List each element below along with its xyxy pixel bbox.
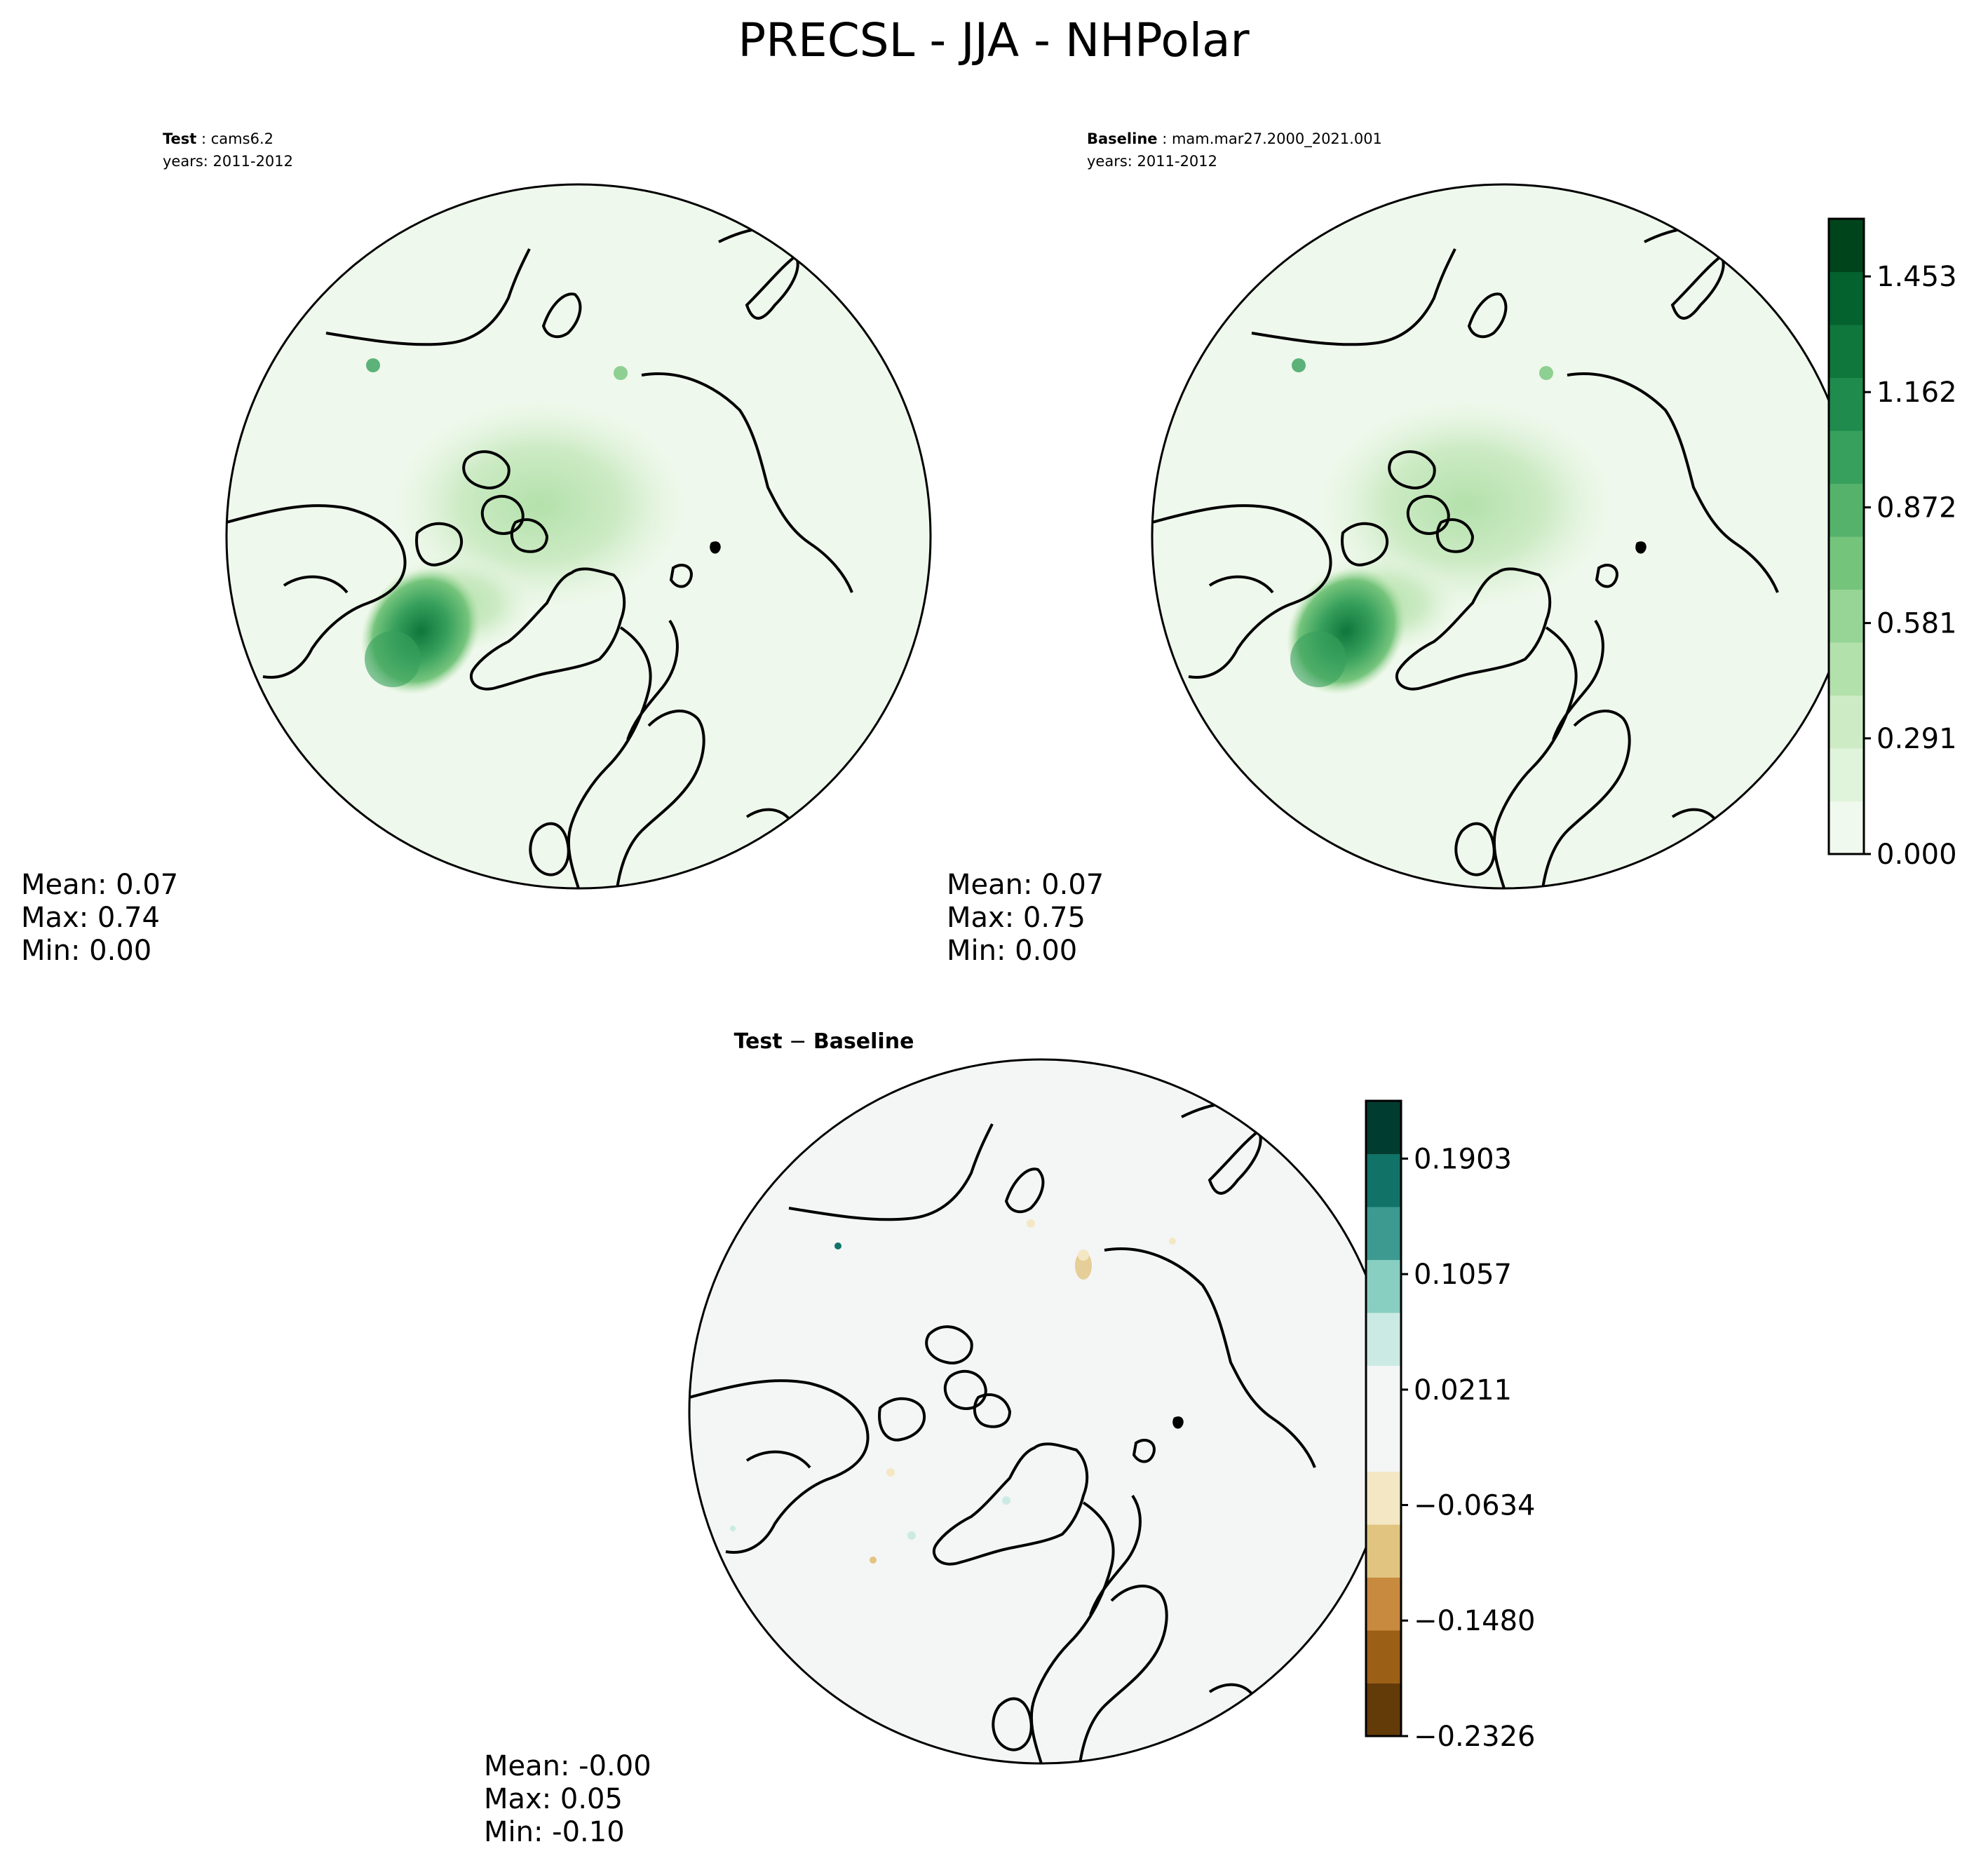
colorbar-greens-tick-label: 1.162	[1877, 377, 1957, 409]
panel-test-map	[226, 184, 931, 888]
colorbar-greens-segment	[1829, 695, 1864, 749]
panel-baseline-case-label: Baseline	[1087, 130, 1158, 147]
colorbar-difference-segment	[1366, 1207, 1401, 1260]
colorbar-difference: −0.2326 −0.1480 −0.0634 0.0211 0.1057 0.1903	[1365, 1099, 1535, 1753]
colorbar-difference-tick-label: 0.1903	[1414, 1143, 1512, 1175]
colorbar-greens-segment	[1829, 748, 1864, 801]
colorbar-difference-segment	[1366, 1683, 1401, 1737]
colorbar-difference-segment	[1366, 1630, 1401, 1683]
colorbar-greens-tick-label: 0.291	[1877, 723, 1957, 755]
colorbar-difference-segment	[1366, 1313, 1401, 1366]
colorbar-greens-segment	[1829, 536, 1864, 590]
colorbar-difference-segment	[1366, 1365, 1401, 1419]
panel-test-case-label: Test	[163, 130, 196, 147]
colorbar-greens-tick-label: 0.000	[1877, 839, 1957, 871]
panel-baseline-separator: :	[1158, 130, 1172, 147]
colorbar-greens-segment	[1829, 377, 1864, 431]
colorbar-difference-segment	[1366, 1259, 1401, 1313]
panel-test-max: Max: 0.74	[21, 902, 160, 934]
colorbar-difference-outline	[1365, 1099, 1402, 1737]
colorbar-difference-tick-label: 0.1057	[1414, 1259, 1512, 1291]
panel-baseline-mean: Mean: 0.07	[947, 869, 1104, 901]
figure-title: PRECSL - JJA - NHPolar	[738, 13, 1250, 67]
panel-difference-title-test: Test	[734, 1029, 783, 1054]
colorbar-greens-tick-label: 1.453	[1877, 261, 1957, 293]
colorbar-greens-segment	[1829, 271, 1864, 325]
panel-test-map-border	[225, 183, 932, 890]
colorbar-difference-tick-label: −0.2326	[1414, 1721, 1535, 1753]
colorbar-greens-segment	[1829, 325, 1864, 378]
colorbar-greens-segment	[1829, 219, 1864, 272]
svg-text:Test − Baseline: Test − Baseline	[734, 1029, 914, 1054]
svg-text:Test : cams6.2: Test : cams6.2	[163, 130, 273, 147]
colorbar-greens-segment	[1829, 431, 1864, 484]
panel-test-case-name: cams6.2	[211, 130, 273, 147]
colorbar-difference-segment	[1366, 1471, 1401, 1525]
panel-difference-map	[689, 1059, 1393, 1763]
panel-difference-mean: Mean: -0.00	[484, 1750, 651, 1782]
panel-baseline-max: Max: 0.75	[947, 902, 1086, 934]
colorbar-difference-segment	[1366, 1524, 1401, 1578]
panel-difference-max: Max: 0.05	[484, 1783, 623, 1815]
colorbar-difference-segment	[1366, 1153, 1401, 1207]
panel-baseline-case-name: mam.mar27.2000_2021.001	[1172, 130, 1382, 148]
colorbar-difference-segment	[1366, 1577, 1401, 1631]
panel-baseline-min: Min: 0.00	[947, 935, 1077, 967]
panel-test: Test : cams6.2 years: 2011-2012 Mean: 0.…	[21, 130, 932, 967]
colorbar-greens-tick-label: 0.581	[1877, 608, 1957, 640]
panel-baseline: Baseline : mam.mar27.2000_2021.001 years…	[947, 130, 1957, 967]
svg-text:Baseline : mam.mar27.2000_2021: Baseline : mam.mar27.2000_2021.001	[1087, 130, 1382, 148]
colorbar-greens-segment	[1829, 589, 1864, 643]
panel-difference: Test − Baseline Mean: -0.00 Max: 0.05 Mi…	[484, 1029, 1535, 1848]
panel-baseline-years: years: 2011-2012	[1087, 153, 1217, 170]
panel-test-separator: :	[196, 130, 210, 147]
colorbar-greens-segment	[1829, 483, 1864, 537]
panel-test-mean: Mean: 0.07	[21, 869, 178, 901]
colorbar-difference-tick-label: −0.1480	[1414, 1605, 1535, 1637]
colorbar-greens-outline	[1827, 217, 1865, 855]
panel-difference-title-baseline: Baseline	[813, 1029, 914, 1054]
colorbar-greens: 0.000 0.291 0.581 0.872 1.162 1.453	[1827, 217, 1957, 871]
colorbar-difference-tick-label: 0.0211	[1414, 1374, 1512, 1407]
panel-test-min: Min: 0.00	[21, 935, 151, 967]
colorbar-greens-tick-label: 0.872	[1877, 492, 1957, 524]
panel-baseline-map	[1152, 184, 1856, 888]
colorbar-greens-segment	[1829, 642, 1864, 696]
colorbar-greens-segment	[1829, 801, 1864, 855]
colorbar-difference-tick-label: −0.0634	[1414, 1489, 1535, 1522]
colorbar-difference-segment	[1366, 1418, 1401, 1472]
panel-difference-min: Min: -0.10	[484, 1816, 625, 1848]
panel-difference-title-op: −	[783, 1029, 813, 1054]
colorbar-difference-segment	[1366, 1101, 1401, 1154]
panel-test-years: years: 2011-2012	[163, 153, 293, 170]
